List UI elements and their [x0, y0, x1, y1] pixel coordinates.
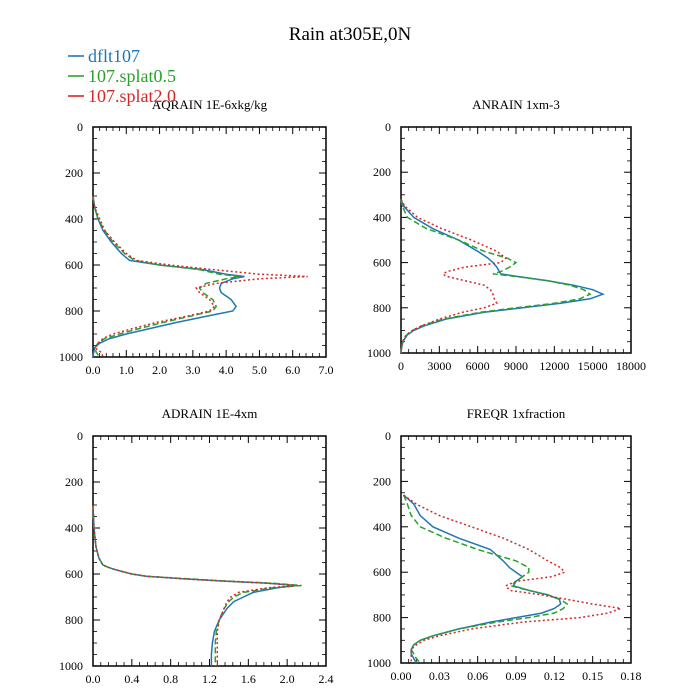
x-tick-label: 0.0	[86, 672, 101, 686]
y-tick-label: 400	[65, 212, 83, 226]
series-line-107-splat0-5	[92, 504, 302, 666]
series-line-107-splat0-5	[400, 199, 592, 354]
y-tick-label: 400	[373, 210, 391, 224]
series-line-dflt107	[92, 195, 245, 358]
y-tick-label: 400	[373, 520, 391, 534]
x-tick-label: 18000	[616, 359, 646, 373]
y-tick-label: 600	[65, 258, 83, 272]
y-tick-label: 1000	[59, 350, 83, 364]
series-line-107-splat2-0	[403, 494, 622, 663]
y-tick-label: 800	[373, 301, 391, 315]
x-tick-label: 0.06	[467, 669, 488, 683]
series-line-107-splat0-5	[402, 494, 569, 664]
x-tick-label: 3000	[427, 359, 451, 373]
y-tick-label: 200	[65, 166, 83, 180]
x-tick-label: 0.09	[506, 669, 527, 683]
axes-frame	[400, 435, 632, 664]
x-tick-label: 0.00	[391, 669, 412, 683]
y-tick-label: 200	[65, 475, 83, 489]
y-tick-label: 200	[373, 165, 391, 179]
y-tick-label: 600	[373, 565, 391, 579]
panel-aqrain: AQRAIN 1E-6xkg/kg 0.0 1.0 2.0 3.0 4.0 5.0 6.0 7.…	[59, 97, 334, 377]
y-tick-label: 800	[65, 613, 83, 627]
x-tick-label: 0.15	[582, 669, 603, 683]
x-tick-label: 1.6	[241, 672, 256, 686]
x-tick-label: 3.0	[185, 363, 200, 377]
axes-frame	[92, 126, 327, 358]
panel-anrain: ANRAIN 1xm-30 3000 6000 9000 12000 15000 18000…	[367, 97, 646, 373]
legend-label-dflt107: dflt107	[88, 46, 140, 66]
panel-title: AQRAIN 1E-6xkg/kg	[152, 97, 268, 112]
panel-freqr: FREQR 1xfraction 0.00 0.03 0.06 0.09 0.12 0.15…	[367, 406, 642, 683]
legend-label-splat05: 107.splat0.5	[88, 66, 176, 86]
x-tick-label: 15000	[578, 359, 608, 373]
x-tick-label: 5.0	[252, 363, 267, 377]
series-line-107-splat2-0	[92, 504, 297, 666]
x-tick-label: 2.0	[280, 672, 295, 686]
y-tick-label: 800	[65, 304, 83, 318]
y-tick-label: 800	[373, 611, 391, 625]
figure-title: Rain at305E,0N	[289, 24, 412, 45]
y-tick-label: 1000	[59, 659, 83, 673]
y-tick-label: 1000	[367, 656, 391, 670]
y-tick-label: 0	[385, 429, 391, 443]
panel-title: FREQR 1xfraction	[467, 406, 566, 421]
x-tick-label: 2.4	[319, 672, 334, 686]
x-tick-label: 0.18	[621, 669, 642, 683]
legend: dflt107 107.splat0.5 107.splat2.0	[68, 46, 176, 106]
x-tick-label: 0.12	[544, 669, 565, 683]
x-tick-label: 9000	[504, 359, 528, 373]
y-tick-label: 1000	[367, 346, 391, 360]
x-tick-label: 1.0	[119, 363, 134, 377]
x-tick-label: 4.0	[219, 363, 234, 377]
y-tick-label: 600	[373, 256, 391, 270]
panel-title: ADRAIN 1E-4xm	[162, 406, 258, 421]
x-tick-label: 6000	[466, 359, 490, 373]
y-tick-label: 0	[77, 429, 83, 443]
x-tick-label: 12000	[539, 359, 569, 373]
axes-frame	[400, 126, 632, 354]
x-tick-label: 6.0	[285, 363, 300, 377]
x-tick-label: 0.0	[86, 363, 101, 377]
series-line-107-splat2-0	[400, 198, 507, 354]
x-tick-label: 0	[398, 359, 404, 373]
y-tick-label: 200	[373, 474, 391, 488]
axes-frame	[92, 435, 327, 667]
x-tick-label: 0.4	[124, 672, 139, 686]
panel-adrain: ADRAIN 1E-4xm 0.0 0.4 0.8 1.2 1.6 2.0 2.4 0 200 40…	[59, 406, 334, 686]
series-line-dflt107	[400, 199, 605, 354]
panel-title: ANRAIN 1xm-3	[472, 97, 560, 112]
x-tick-label: 0.03	[429, 669, 450, 683]
x-tick-label: 0.8	[163, 672, 178, 686]
series-line-dflt107	[92, 504, 297, 666]
x-tick-label: 1.2	[202, 672, 217, 686]
y-tick-label: 0	[77, 120, 83, 134]
series-line-107-splat2-0	[92, 195, 308, 358]
x-tick-label: 2.0	[152, 363, 167, 377]
y-tick-label: 400	[65, 521, 83, 535]
legend-label-splat20: 107.splat2.0	[88, 86, 176, 106]
x-tick-label: 7.0	[319, 363, 334, 377]
y-tick-label: 600	[65, 567, 83, 581]
y-tick-label: 0	[385, 120, 391, 134]
